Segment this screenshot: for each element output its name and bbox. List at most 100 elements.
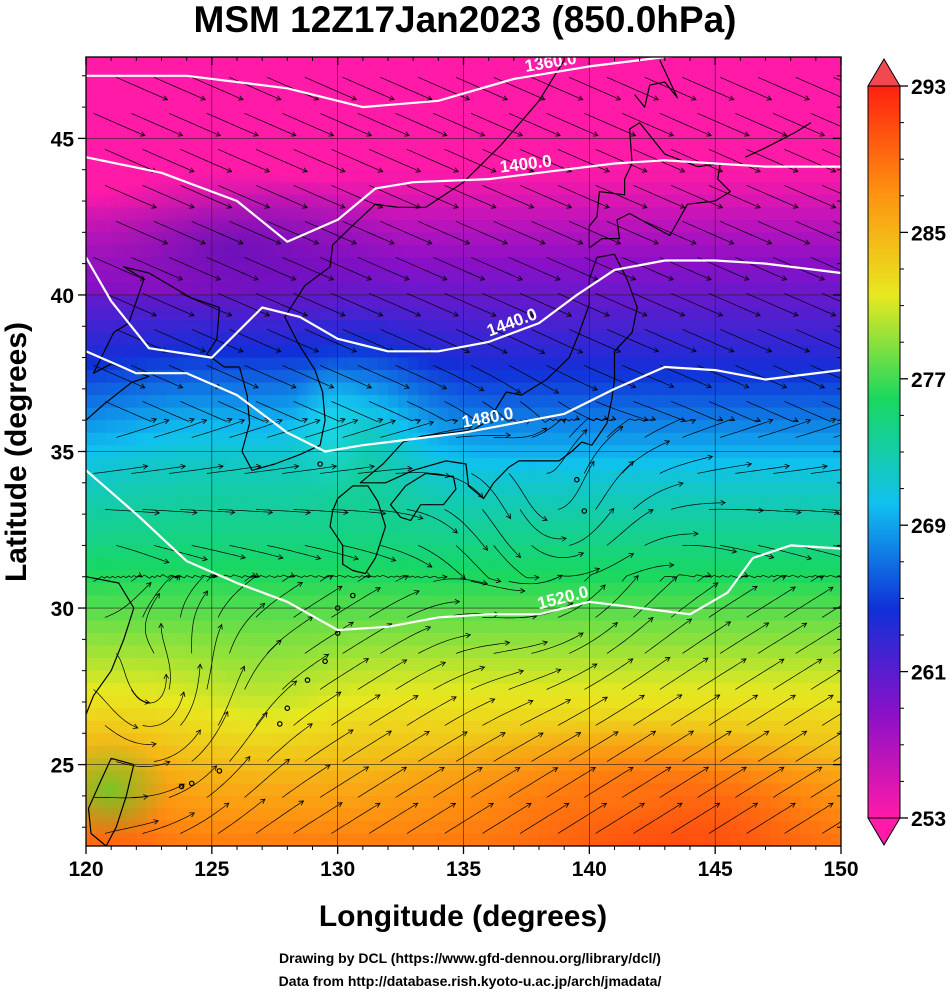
field-cell (780, 307, 792, 321)
field-cell (478, 658, 490, 672)
field-cell (438, 720, 450, 735)
field-cell (579, 633, 591, 647)
field-cell (106, 332, 117, 346)
field-cell (237, 107, 248, 121)
field-cell (337, 132, 349, 146)
field-cell (116, 557, 128, 572)
field-cell (659, 470, 671, 484)
field-cell (679, 257, 691, 271)
field-cell (569, 119, 581, 133)
field-cell (589, 320, 601, 334)
field-cell (478, 144, 490, 158)
field-cell (488, 119, 500, 133)
field-cell (86, 182, 97, 196)
field-cell (478, 269, 490, 284)
field-cell (528, 470, 540, 484)
field-cell (398, 745, 409, 760)
field-cell (780, 595, 792, 609)
field-cell (609, 194, 621, 209)
field-cell (388, 282, 399, 296)
field-cell (528, 595, 540, 609)
field-cell (569, 633, 581, 647)
field-cell (639, 382, 651, 396)
field-cell (116, 532, 128, 547)
field-cell (760, 445, 772, 459)
field-cell (599, 94, 611, 108)
field-cell (146, 357, 158, 371)
field-cell (418, 282, 430, 296)
field-cell (760, 683, 772, 697)
field-cell (820, 232, 832, 246)
field-cell (96, 670, 107, 684)
field-cell (649, 332, 661, 346)
field-cell (307, 808, 319, 822)
field-cell (539, 169, 550, 184)
field-cell (166, 770, 178, 785)
field-cell (730, 420, 742, 434)
field-cell (800, 332, 812, 346)
field-cell (126, 345, 138, 359)
field-cell (619, 645, 631, 659)
field-cell (277, 144, 289, 158)
field-cell (196, 520, 208, 534)
field-cell (619, 595, 631, 609)
field-cell (196, 407, 208, 421)
field-cell (106, 670, 117, 684)
field-cell (166, 370, 178, 384)
field-cell (96, 132, 107, 146)
field-cell (659, 683, 671, 697)
field-cell (488, 583, 500, 597)
field-cell (347, 57, 359, 71)
field-cell (800, 82, 812, 96)
field-cell (629, 282, 641, 296)
field-cell (760, 570, 772, 584)
field-cell (619, 557, 631, 572)
field-cell (710, 658, 721, 672)
field-cell (800, 608, 812, 622)
field-cell (639, 557, 651, 572)
field-cell (508, 645, 520, 659)
field-cell (458, 520, 470, 534)
field-cell (317, 770, 329, 785)
field-cell (347, 620, 359, 634)
field-cell (458, 219, 470, 234)
field-cell (599, 633, 611, 647)
field-cell (559, 157, 570, 171)
field-cell (740, 132, 752, 146)
field-cell (106, 695, 117, 710)
field-cell (96, 595, 107, 609)
field-cell (196, 395, 208, 409)
field-cell (508, 445, 520, 459)
field-cell (700, 520, 711, 534)
field-cell (96, 695, 107, 710)
field-cell (679, 658, 691, 672)
field-cell (649, 407, 661, 421)
streamline-arrowhead (778, 766, 785, 772)
field-cell (579, 269, 591, 284)
field-cell (760, 407, 772, 421)
field-cell (730, 307, 742, 321)
field-cell (478, 708, 490, 722)
field-cell (639, 207, 651, 221)
field-cell (357, 157, 369, 171)
streamline (293, 802, 343, 834)
field-cell (166, 57, 178, 71)
field-cell (528, 332, 540, 346)
field-cell (830, 82, 841, 96)
field-cell (690, 269, 701, 284)
field-cell (569, 194, 581, 209)
field-cell (136, 357, 148, 371)
field-cell (679, 219, 691, 234)
field-cell (740, 207, 752, 221)
field-cell (156, 507, 168, 522)
field-cell (257, 157, 268, 171)
field-cell (740, 495, 752, 509)
field-cell (367, 520, 379, 534)
field-cell (277, 507, 289, 522)
field-cell (357, 708, 369, 722)
field-cell (247, 720, 258, 735)
island (317, 461, 323, 467)
field-cell (277, 545, 289, 559)
field-cell (508, 507, 520, 522)
streamline (821, 821, 841, 834)
